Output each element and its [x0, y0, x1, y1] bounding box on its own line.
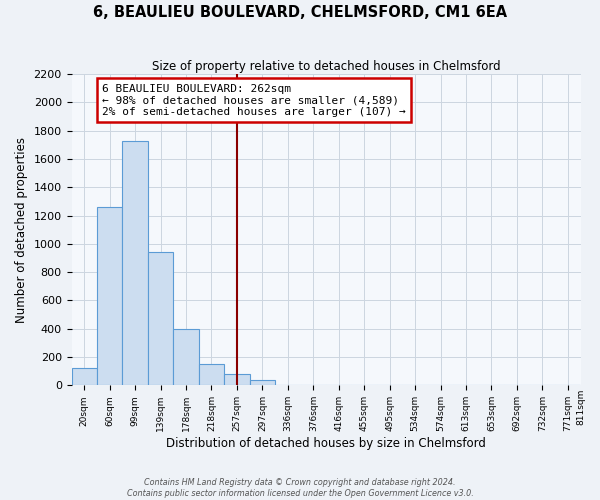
Y-axis label: Number of detached properties: Number of detached properties: [15, 137, 28, 323]
Bar: [122, 140, 148, 386]
Text: 811sqm: 811sqm: [576, 388, 585, 425]
Bar: [71, 368, 97, 386]
Bar: [173, 329, 199, 386]
X-axis label: Distribution of detached houses by size in Chelmsford: Distribution of detached houses by size …: [166, 437, 486, 450]
Title: Size of property relative to detached houses in Chelmsford: Size of property relative to detached ho…: [152, 60, 500, 73]
Bar: [250, 380, 275, 386]
Text: 6, BEAULIEU BOULEVARD, CHELMSFORD, CM1 6EA: 6, BEAULIEU BOULEVARD, CHELMSFORD, CM1 6…: [93, 5, 507, 20]
Text: 6 BEAULIEU BOULEVARD: 262sqm
← 98% of detached houses are smaller (4,589)
2% of : 6 BEAULIEU BOULEVARD: 262sqm ← 98% of de…: [102, 84, 406, 116]
Bar: [199, 364, 224, 386]
Bar: [97, 207, 122, 386]
Bar: [224, 374, 250, 386]
Text: Contains HM Land Registry data © Crown copyright and database right 2024.
Contai: Contains HM Land Registry data © Crown c…: [127, 478, 473, 498]
Bar: [148, 252, 173, 386]
